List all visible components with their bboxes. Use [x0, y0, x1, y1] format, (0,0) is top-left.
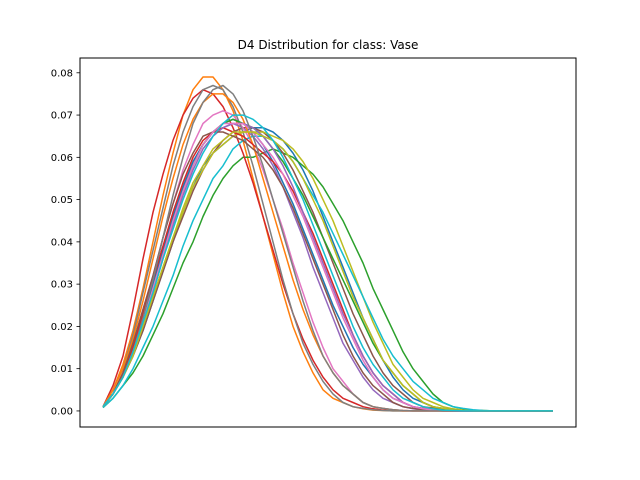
y-tick-label: 0.00 — [51, 406, 73, 417]
chart-title: D4 Distribution for class: Vase — [238, 38, 419, 52]
y-tick-label: 0.04 — [51, 237, 73, 248]
y-tick-label: 0.07 — [51, 111, 73, 122]
y-tick-label: 0.01 — [51, 364, 73, 375]
y-tick-label: 0.02 — [51, 322, 73, 333]
series-line-20 — [102, 114, 553, 412]
y-tick-label: 0.06 — [51, 153, 73, 164]
y-axis: 0.00 0.01 0.02 0.03 0.04 0.05 0.06 0.07 0.08 — [51, 68, 80, 417]
plot-frame — [79, 57, 577, 428]
series-layer — [102, 76, 553, 412]
y-tick-label: 0.05 — [51, 195, 73, 206]
y-tick-label: 0.08 — [51, 68, 73, 79]
series-line-10 — [102, 135, 553, 412]
y-tick-label: 0.03 — [51, 280, 73, 291]
